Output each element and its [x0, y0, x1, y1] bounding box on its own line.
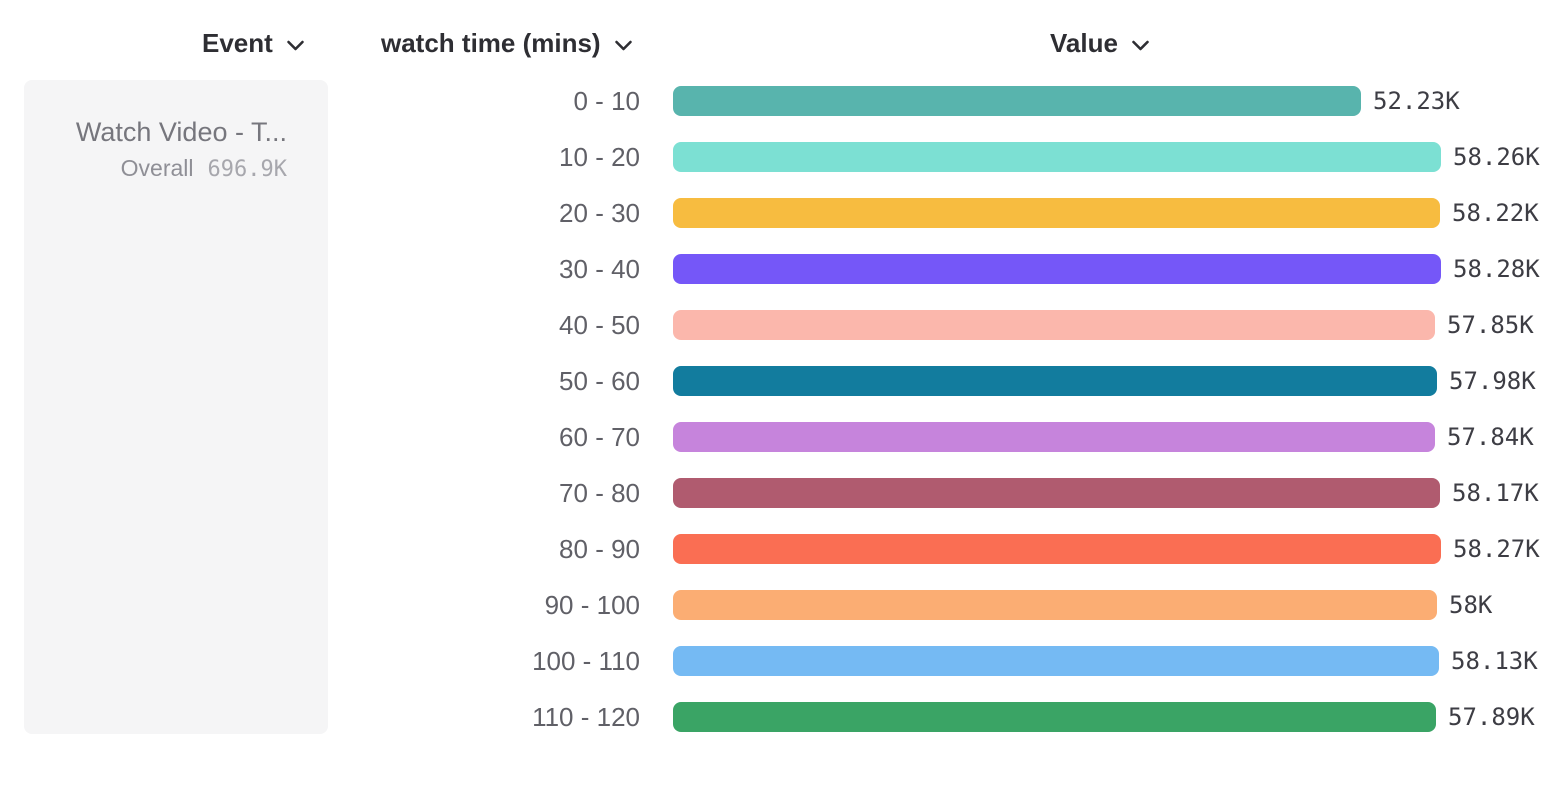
chart-row: 30 - 40 58.28K [352, 254, 1540, 284]
bucket-label: 90 - 100 [544, 590, 640, 620]
bar-segment[interactable] [673, 310, 1435, 340]
chart-row: 0 - 10 52.23K [352, 86, 1540, 116]
bar-segment[interactable] [673, 534, 1441, 564]
chart-row: 90 - 100 58K [352, 590, 1540, 620]
bar-segment[interactable] [673, 478, 1440, 508]
chart-row: 40 - 50 57.85K [352, 310, 1540, 340]
chart-row: 100 - 110 58.13K [352, 646, 1540, 676]
chevron-down-icon [1131, 39, 1150, 52]
bucket-label: 0 - 10 [573, 86, 641, 116]
bar-segment[interactable] [673, 646, 1439, 676]
bar-segment[interactable] [673, 142, 1441, 172]
chart-row: 60 - 70 57.84K [352, 422, 1540, 452]
overall-value: 696.9K [207, 157, 287, 182]
value-label: 58.27K [1453, 535, 1540, 563]
overall-label: Overall [120, 155, 194, 181]
value-label: 58K [1449, 591, 1493, 619]
bucket-label: 50 - 60 [559, 366, 640, 396]
chevron-down-icon [614, 39, 633, 52]
value-label: 58.28K [1453, 255, 1540, 283]
event-overall-row: Overall 696.9K [44, 155, 287, 182]
value-label: 52.23K [1373, 87, 1460, 115]
chart-row: 110 - 120 57.89K [352, 702, 1540, 732]
event-column-label: Event [202, 28, 273, 58]
bucket-label: 10 - 20 [559, 142, 640, 172]
bar-segment[interactable] [673, 590, 1437, 620]
value-column-label: Value [1050, 28, 1118, 58]
value-label: 57.89K [1448, 703, 1535, 731]
breakdown-column-header[interactable]: watch time (mins) [381, 28, 633, 59]
chart-row: 20 - 30 58.22K [352, 198, 1540, 228]
bar-chart-rows: 0 - 10 52.23K 10 - 20 58.26K 20 - 30 58.22K 30… [352, 86, 1540, 732]
value-label: 58.13K [1451, 647, 1538, 675]
breakdown-column-label: watch time (mins) [381, 28, 601, 58]
value-label: 57.98K [1449, 367, 1536, 395]
bar-segment[interactable] [673, 86, 1361, 116]
bar-segment[interactable] [673, 422, 1435, 452]
chart-row: 70 - 80 58.17K [352, 478, 1540, 508]
chart-row: 10 - 20 58.26K [352, 142, 1540, 172]
value-label: 58.26K [1453, 143, 1540, 171]
bucket-label: 100 - 110 [532, 646, 640, 676]
value-label: 58.22K [1452, 199, 1539, 227]
event-summary-card[interactable]: Watch Video - T... Overall 696.9K [24, 80, 328, 734]
bar-segment[interactable] [673, 366, 1437, 396]
value-label: 58.17K [1452, 479, 1539, 507]
event-column-header[interactable]: Event [202, 28, 305, 59]
bar-segment[interactable] [673, 702, 1436, 732]
bar-segment[interactable] [673, 198, 1440, 228]
chevron-down-icon [286, 39, 305, 52]
bucket-label: 80 - 90 [559, 534, 640, 564]
bucket-label: 40 - 50 [559, 310, 640, 340]
bucket-label: 110 - 120 [532, 702, 640, 732]
value-column-header[interactable]: Value [1050, 28, 1150, 59]
chart-row: 50 - 60 57.98K [352, 366, 1540, 396]
value-label: 57.85K [1447, 311, 1534, 339]
bucket-label: 70 - 80 [559, 478, 640, 508]
chart-row: 80 - 90 58.27K [352, 534, 1540, 564]
bar-segment[interactable] [673, 254, 1441, 284]
value-label: 57.84K [1447, 423, 1534, 451]
bucket-label: 30 - 40 [559, 254, 640, 284]
bucket-label: 20 - 30 [559, 198, 640, 228]
event-title: Watch Video - T... [75, 117, 287, 147]
bucket-label: 60 - 70 [559, 422, 640, 452]
